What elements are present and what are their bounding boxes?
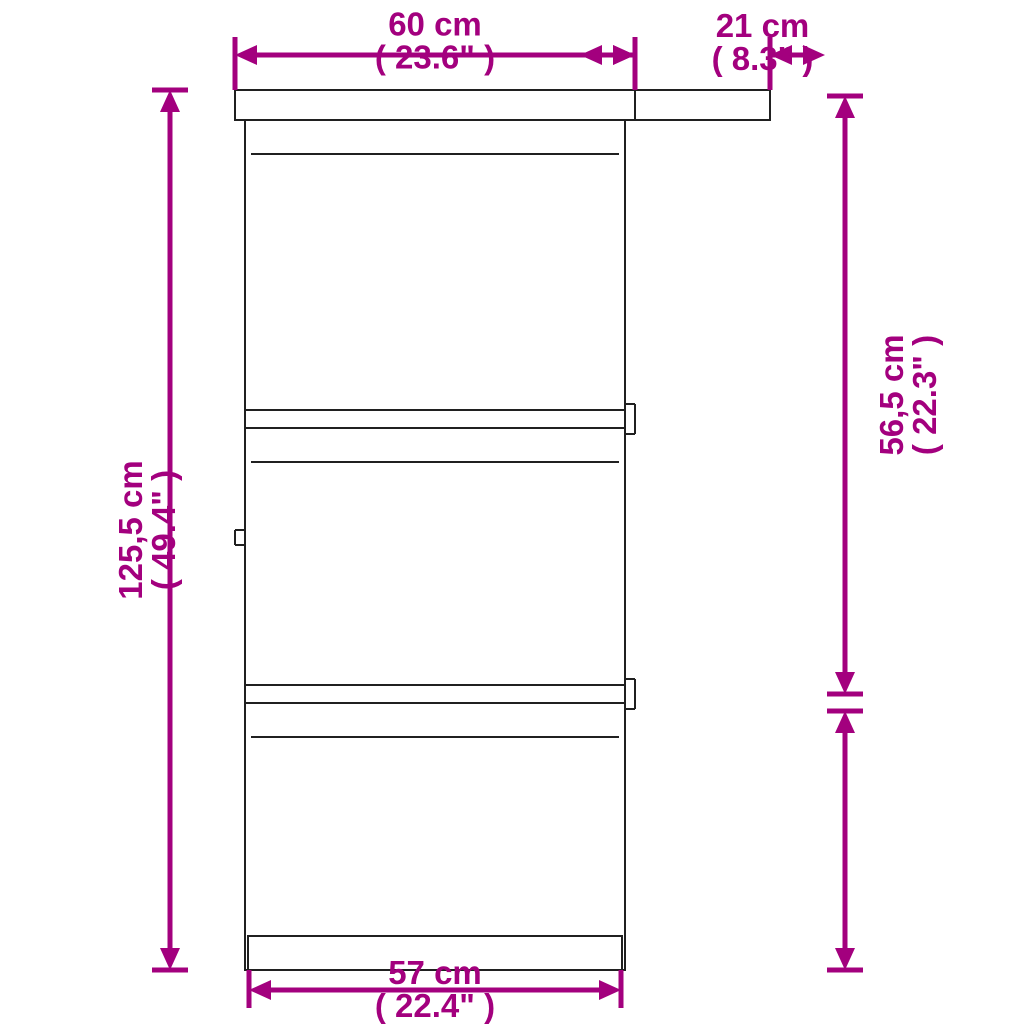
- cabinet-outline: [235, 90, 770, 970]
- dimension-top-width: 60 cm( 23.6" ): [375, 5, 495, 75]
- furniture-dimension-diagram: 60 cm( 23.6" ) 21 cm( 8.3" ) 125,5 cm( 49.…: [0, 0, 1024, 1024]
- dimension-bottom-width: 57 cm( 22.4" ): [375, 954, 495, 1024]
- dimension-left-height: 125,5 cm( 49.4" ): [112, 460, 182, 599]
- dimension-top-depth: 21 cm( 8.3" ): [712, 7, 814, 77]
- dimension-right-section: 56,5 cm( 22.3" ): [873, 334, 943, 455]
